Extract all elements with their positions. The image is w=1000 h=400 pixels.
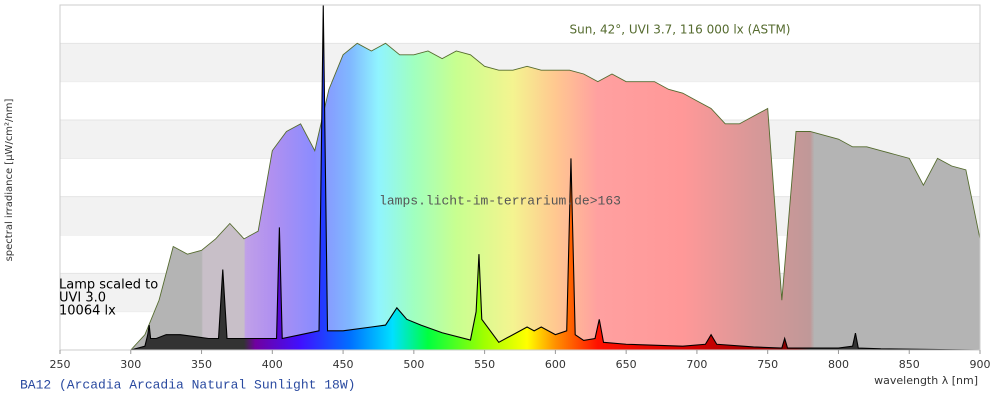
chart-title: BA12 (Arcadia Arcadia Natural Sunlight 1… [20,377,355,392]
x-tick-label: 800 [828,358,849,371]
lamp-label: Lamp scaled to [59,278,158,293]
x-tick-label: 900 [970,358,991,371]
x-tick-label: 300 [120,358,141,371]
spectrum-line [130,4,981,351]
x-tick-label: 350 [191,358,212,371]
lamp-label: UVI 3.0 [59,291,106,306]
x-tick-label: 250 [50,358,71,371]
x-tick-label: 650 [616,358,637,371]
y-axis-label: spectral irradiance [µW/cm²/nm] [4,98,15,261]
x-tick-label: 600 [545,358,566,371]
spectrum-area [130,43,980,350]
x-tick-label: 400 [262,358,283,371]
x-tick-label: 850 [899,358,920,371]
x-tick-label: 450 [333,358,354,371]
x-tick-label: 500 [403,358,424,371]
plot-frame [59,4,981,351]
sun-label: Sun, 42°, UVI 3.7, 116 000 lx (ASTM) [570,23,791,37]
watermark: lamps.licht-im-terrarium.de>163 [379,193,621,208]
x-tick-label: 700 [686,358,707,371]
spectrum-line [130,42,981,351]
x-tick-label: 750 [757,358,778,371]
lamp-label: 10064 lx [59,304,116,319]
x-axis-label: wavelength λ [nm] [874,374,978,387]
x-tick-label: 550 [474,358,495,371]
